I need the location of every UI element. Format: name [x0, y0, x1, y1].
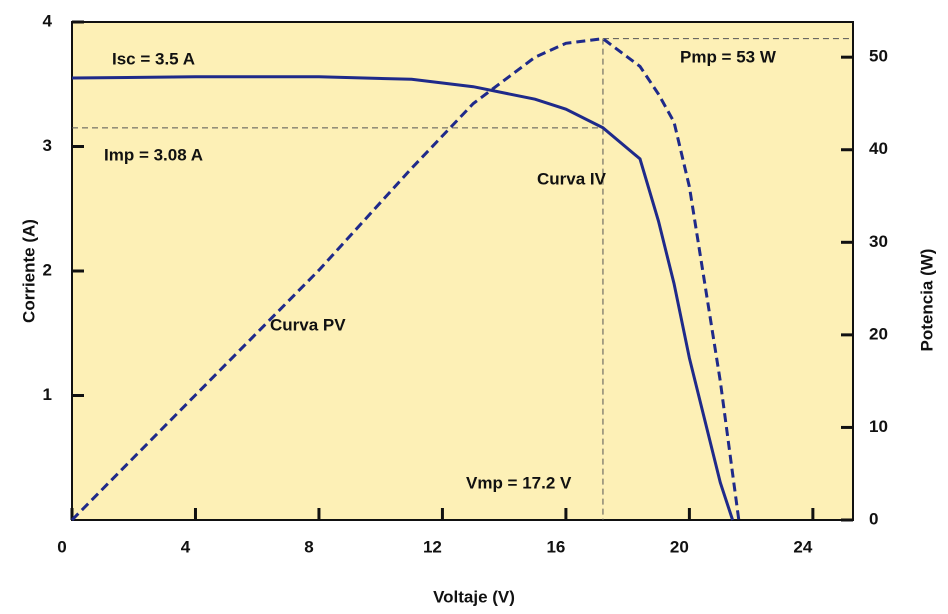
x-tick-label: 20	[670, 537, 689, 556]
annotation: Isc = 3.5 A	[112, 49, 195, 68]
y2-tick-label: 10	[869, 417, 888, 436]
series-line	[70, 37, 741, 522]
series-label: Curva IV	[537, 169, 607, 188]
y-axis-label: Corriente (A)	[19, 219, 38, 323]
y2-tick-label: 20	[869, 324, 888, 343]
y-tick-label: 4	[43, 11, 53, 30]
series-line	[71, 75, 735, 521]
y2-tick-label: 0	[869, 509, 878, 528]
x-tick-label: 12	[423, 537, 442, 556]
x-tick-label: 0	[57, 537, 66, 556]
x-tick-label: 16	[546, 537, 565, 556]
annotation: Pmp = 53 W	[680, 47, 777, 66]
x-tick-label: 4	[181, 537, 191, 556]
annotation: Vmp = 17.2 V	[466, 473, 572, 492]
y-tick-label: 2	[43, 260, 52, 279]
y2-axis-label: Potencia (W)	[917, 249, 936, 352]
x-tick-label: 8	[304, 537, 313, 556]
y-tick-label: 1	[43, 385, 52, 404]
y2-tick-label: 40	[869, 139, 888, 158]
y-tick-label: 3	[43, 136, 52, 155]
plot-background	[71, 21, 854, 521]
x-tick-label: 24	[793, 537, 812, 556]
annotation: Imp = 3.08 A	[104, 145, 203, 164]
y2-tick-label: 50	[869, 47, 888, 66]
x-axis-label: Voltaje (V)	[433, 587, 515, 606]
y2-tick-label: 30	[869, 232, 888, 251]
series-label: Curva PV	[270, 315, 346, 334]
